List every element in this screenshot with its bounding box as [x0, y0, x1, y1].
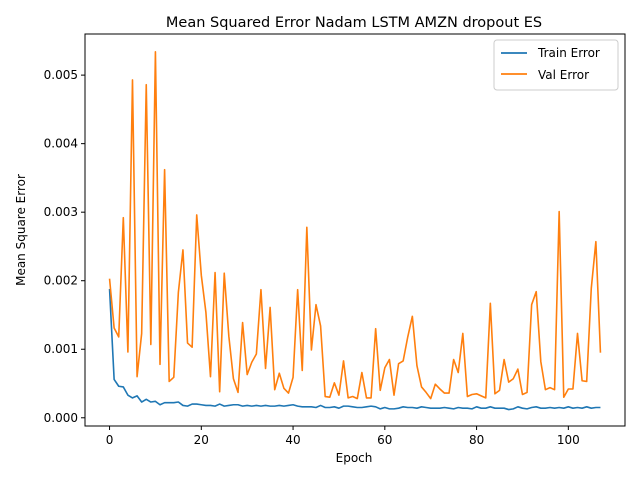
x-tick-label: 0: [106, 433, 114, 447]
x-tick-label: 60: [377, 433, 392, 447]
y-tick-label: 0.004: [44, 137, 78, 151]
series-line-train-error: [108, 288, 601, 411]
legend-val-label: Val Error: [538, 68, 589, 82]
legend: Train Error Val Error: [493, 39, 619, 91]
chart-title: Mean Squared Error Nadam LSTM AMZN dropo…: [166, 15, 542, 31]
y-axis: 0.000 0.001 0.002 0.003 0.004 0.005: [44, 68, 85, 425]
y-tick-label: 0.002: [44, 274, 78, 288]
plot-area: [84, 33, 626, 427]
series-lines: [108, 51, 602, 411]
series-line-val-error: [108, 51, 602, 400]
x-tick-label: 80: [469, 433, 484, 447]
legend-train-label: Train Error: [537, 46, 600, 60]
x-axis-label: Epoch: [336, 451, 373, 465]
y-tick-label: 0.001: [44, 342, 78, 356]
y-tick-label: 0.000: [44, 411, 78, 425]
x-tick-label: 100: [557, 433, 580, 447]
x-tick-label: 40: [285, 433, 300, 447]
y-axis-label: Mean Square Error: [14, 174, 28, 286]
y-tick-label: 0.005: [44, 68, 78, 82]
x-tick-label: 20: [194, 433, 209, 447]
y-tick-label: 0.003: [44, 205, 78, 219]
x-axis: 0 20 40 60 80 100: [106, 426, 580, 447]
